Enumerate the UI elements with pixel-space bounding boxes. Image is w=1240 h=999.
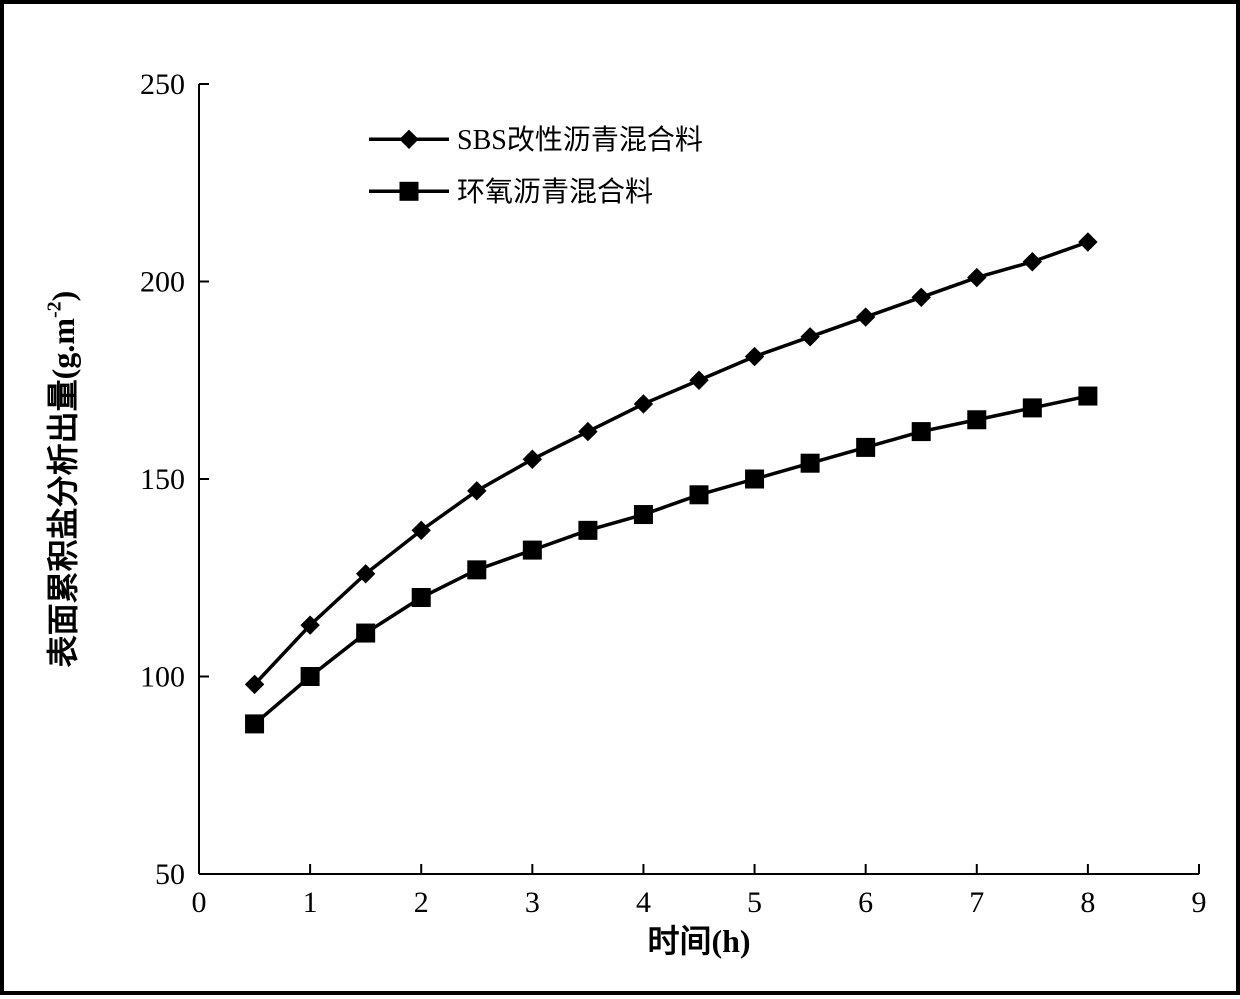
svg-text:4: 4 <box>636 886 651 919</box>
y-axis-label: 表面累积盐分析出量(g.m-2) <box>44 291 81 668</box>
svg-text:150: 150 <box>140 463 185 496</box>
svg-text:250: 250 <box>140 68 185 101</box>
svg-text:1: 1 <box>303 886 318 919</box>
svg-text:9: 9 <box>1192 886 1207 919</box>
chart-frame: 0 1 2 3 4 5 6 7 8 9 50 100 150 200 250 时间(h) 表面累积盐分析出量(g… <box>0 0 1240 995</box>
svg-text:5: 5 <box>747 886 762 919</box>
svg-text:50: 50 <box>155 858 185 891</box>
series-line <box>255 242 1088 684</box>
series-line <box>255 396 1088 724</box>
svg-text:200: 200 <box>140 266 185 299</box>
svg-text:2: 2 <box>414 886 429 919</box>
legend-label: 环氧沥青混合料 <box>457 176 653 208</box>
svg-text:6: 6 <box>858 886 873 919</box>
svg-text:0: 0 <box>192 886 207 919</box>
x-axis-label: 时间(h) <box>647 923 750 959</box>
legend-label: SBS改性沥青混合料 <box>457 124 703 156</box>
svg-text:8: 8 <box>1080 886 1095 919</box>
svg-text:100: 100 <box>140 661 185 694</box>
svg-text:3: 3 <box>525 886 540 919</box>
svg-text:7: 7 <box>969 886 984 919</box>
line-chart: 0 1 2 3 4 5 6 7 8 9 50 100 150 200 250 时间(h) 表面累积盐分析出量(g… <box>4 4 1240 999</box>
